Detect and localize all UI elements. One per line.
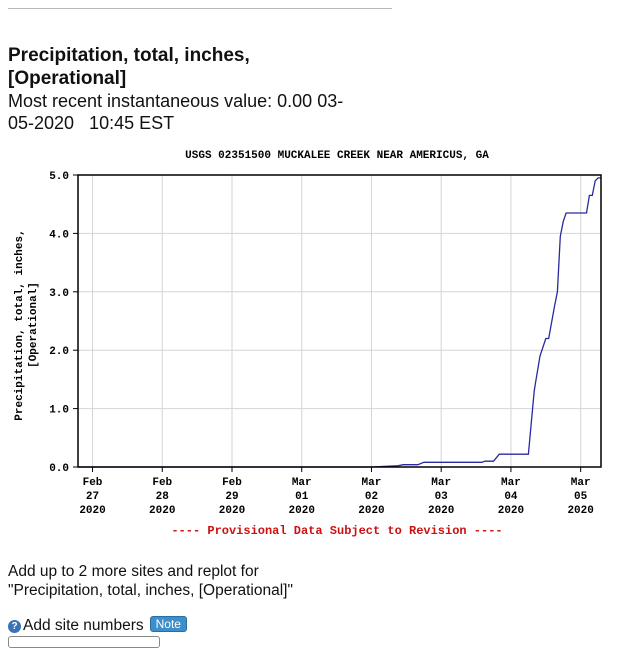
- add-site-row: ? Add site numbers Note: [8, 616, 187, 636]
- x-tick-label: 2020: [358, 505, 384, 517]
- x-tick-label: 04: [504, 491, 518, 503]
- provisional-data-note: ---- Provisional Data Subject to Revisio…: [171, 524, 502, 538]
- x-tick-label: 2020: [79, 505, 105, 517]
- heading-line-2: [Operational]: [8, 68, 127, 89]
- x-tick-label: 29: [225, 491, 238, 503]
- x-tick-label: 27: [86, 491, 99, 503]
- plot-area-frame: [77, 174, 602, 468]
- parameter-heading: Precipitation, total, inches, [Operation…: [8, 44, 328, 90]
- recent-value-label: Most recent instantaneous value: 0.00 03…: [8, 91, 344, 111]
- x-tick-label: 01: [295, 491, 309, 503]
- y-tick-label: 0.0: [49, 463, 69, 475]
- x-tick-label: 03: [435, 491, 449, 503]
- grid-lines: [78, 175, 601, 467]
- x-tick-label: Feb: [222, 477, 242, 489]
- x-tick-label: Mar: [501, 477, 521, 489]
- y-tick-label: 1.0: [49, 405, 69, 417]
- series-line-precipitation: [78, 177, 601, 468]
- x-tick-label: 05: [574, 491, 588, 503]
- x-tick-label: 02: [365, 491, 378, 503]
- x-tick-label: 28: [156, 491, 170, 503]
- add-sites-line-1: Add up to 2 more sites and replot for: [8, 563, 259, 580]
- recent-value-timestamp: 05-2020 10:45 EST: [8, 113, 175, 133]
- chart-title: USGS 02351500 MUCKALEE CREEK NEAR AMERIC…: [185, 150, 489, 162]
- most-recent-value: Most recent instantaneous value: 0.00 03…: [8, 90, 388, 134]
- x-tick-label: 2020: [149, 505, 175, 517]
- y-axis-label-line-1: Precipitation, total, inches,: [14, 229, 26, 420]
- y-tick-label: 5.0: [49, 171, 69, 183]
- note-button[interactable]: Note: [149, 616, 187, 632]
- x-tick-label: Mar: [362, 477, 382, 489]
- x-tick-label: 2020: [498, 505, 524, 517]
- x-tick-label: Mar: [571, 477, 591, 489]
- x-tick-label: Feb: [152, 477, 172, 489]
- question-mark-icon[interactable]: ?: [8, 619, 21, 633]
- x-tick-label: 2020: [567, 505, 593, 517]
- y-axis-label-line-2: [Operational]: [28, 282, 40, 368]
- x-axis-ticks: Feb 27 2020 Feb 28 2020 Feb 29 2020 Mar 01 2020 Mar 0…: [79, 467, 594, 517]
- x-tick-label: 2020: [428, 505, 454, 517]
- y-tick-label: 2.0: [49, 346, 69, 358]
- x-tick-label: Mar: [431, 477, 451, 489]
- precipitation-chart: USGS 02351500 MUCKALEE CREEK NEAR AMERIC…: [14, 150, 602, 538]
- add-sites-line-2: "Precipitation, total, inches, [Operatio…: [8, 582, 293, 599]
- y-tick-label: 4.0: [49, 229, 69, 241]
- y-axis-ticks: 0.0 1.0 2.0 3.0 4.0 5.0: [49, 171, 78, 475]
- heading-line-1: Precipitation, total, inches,: [8, 45, 250, 66]
- site-number-input[interactable]: [8, 636, 160, 648]
- add-site-numbers-label: Add site numbers: [23, 617, 144, 634]
- x-tick-label: Mar: [292, 477, 312, 489]
- x-tick-label: 2020: [289, 505, 315, 517]
- x-tick-label: 2020: [219, 505, 245, 517]
- add-sites-instructions: Add up to 2 more sites and replot for "P…: [8, 562, 428, 600]
- top-divider: [8, 8, 392, 9]
- y-tick-label: 3.0: [49, 288, 69, 300]
- x-tick-label: Feb: [83, 477, 103, 489]
